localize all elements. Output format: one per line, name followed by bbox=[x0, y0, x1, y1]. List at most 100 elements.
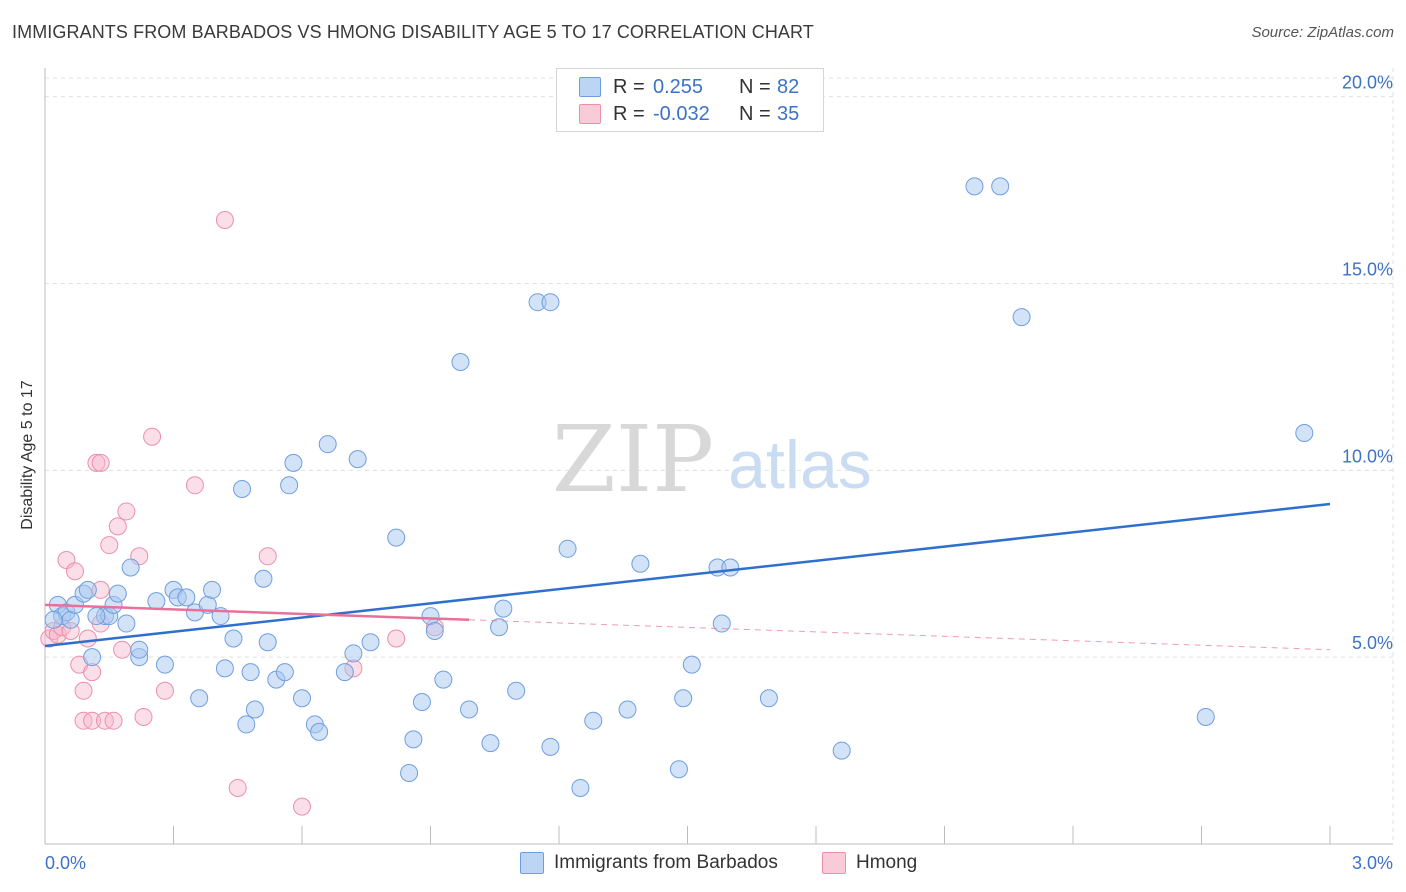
barbados-point bbox=[293, 689, 311, 708]
barbados-point bbox=[275, 663, 294, 682]
hmong-point bbox=[155, 681, 174, 700]
hmong-point bbox=[74, 681, 93, 700]
barbados-point bbox=[682, 655, 701, 674]
watermark-zip: ZIP bbox=[552, 406, 714, 513]
y-tick-label: 5.0% bbox=[1352, 633, 1393, 653]
barbados-points bbox=[44, 177, 1314, 797]
barbados-point bbox=[310, 722, 329, 741]
barbados-point bbox=[507, 681, 526, 700]
barbados-point bbox=[558, 539, 577, 558]
barbados-point bbox=[241, 663, 260, 682]
barbados-point bbox=[721, 558, 740, 577]
legend-n-label: N = bbox=[739, 75, 771, 98]
barbados-point bbox=[759, 689, 778, 708]
barbados-point bbox=[584, 711, 603, 730]
barbados-point bbox=[177, 588, 196, 607]
barbados-point bbox=[832, 741, 851, 760]
barbados-point bbox=[83, 648, 102, 667]
hmong-point bbox=[113, 640, 132, 659]
barbados-point bbox=[481, 734, 500, 753]
watermark-atlas: atlas bbox=[728, 427, 872, 503]
hmong-point bbox=[387, 629, 406, 648]
barbados-point bbox=[245, 700, 264, 719]
hmong-point bbox=[134, 707, 153, 726]
y-tick-label: 15.0% bbox=[1342, 260, 1393, 280]
legend-swatch-pink bbox=[579, 104, 601, 124]
hmong-point bbox=[65, 562, 84, 581]
barbados-point bbox=[451, 352, 470, 371]
barbados-point bbox=[224, 629, 243, 648]
hmong-point bbox=[108, 517, 127, 536]
y-tick-labels: 5.0% 10.0% 15.0% 20.0% bbox=[1342, 73, 1393, 653]
barbados-point bbox=[344, 644, 363, 663]
barbados-point bbox=[425, 622, 444, 641]
x-tick-label-max: 3.0% bbox=[1352, 853, 1393, 873]
legend-row-barbados: R = 0.255 N = 82 bbox=[579, 75, 799, 99]
legend-row-hmong: R = -0.032 N = 35 bbox=[579, 102, 799, 126]
barbados-point bbox=[108, 584, 127, 603]
legend-swatch-blue bbox=[579, 77, 601, 97]
hmong-trend-line-extension bbox=[469, 619, 1331, 651]
barbados-point bbox=[1196, 707, 1215, 726]
hmong-point bbox=[215, 210, 234, 229]
legend-r-value: -0.032 bbox=[653, 102, 710, 125]
barbados-point bbox=[674, 689, 693, 708]
barbados-point bbox=[1295, 423, 1314, 442]
legend-n-label: N = bbox=[739, 102, 771, 125]
legend-n-value: 82 bbox=[777, 75, 800, 98]
hmong-point bbox=[100, 536, 119, 555]
barbados-point bbox=[412, 693, 431, 712]
barbados-point bbox=[421, 607, 440, 626]
barbados-point bbox=[571, 778, 590, 797]
barbados-point bbox=[361, 633, 380, 652]
bottom-legend-hmong: Hmong bbox=[822, 852, 917, 874]
barbados-point bbox=[965, 177, 984, 196]
barbados-point bbox=[348, 450, 367, 469]
barbados-point bbox=[335, 663, 354, 682]
grid-lines bbox=[45, 68, 1394, 844]
bottom-legend-swatch-blue bbox=[520, 852, 544, 874]
bottom-legend-label-barbados: Immigrants from Barbados bbox=[554, 852, 778, 873]
barbados-point bbox=[61, 610, 80, 629]
barbados-point bbox=[155, 655, 174, 674]
barbados-point bbox=[237, 715, 256, 734]
axes bbox=[44, 68, 1393, 845]
barbados-point bbox=[233, 480, 252, 499]
barbados-point bbox=[404, 730, 423, 749]
barbados-point bbox=[117, 614, 136, 633]
barbados-point bbox=[400, 764, 419, 783]
barbados-point bbox=[130, 640, 149, 659]
barbados-point bbox=[284, 453, 303, 472]
barbados-trend-line bbox=[44, 502, 1331, 648]
hmong-point bbox=[185, 476, 204, 495]
hmong-point bbox=[258, 547, 277, 566]
barbados-point bbox=[460, 700, 479, 719]
barbados-point bbox=[258, 633, 277, 652]
correlation-legend: R = 0.255 N = 82 R = -0.032 N = 35 bbox=[556, 68, 824, 132]
x-tick-label-min: 0.0% bbox=[45, 853, 86, 873]
barbados-point bbox=[541, 737, 560, 756]
barbados-point bbox=[494, 599, 513, 618]
barbados-point bbox=[541, 293, 560, 312]
barbados-point bbox=[254, 569, 273, 588]
chart-title: IMMIGRANTS FROM BARBADOS VS HMONG DISABI… bbox=[12, 22, 814, 42]
hmong-point bbox=[143, 427, 162, 446]
hmong-point bbox=[228, 778, 247, 797]
barbados-point bbox=[215, 659, 234, 678]
y-tick-label: 20.0% bbox=[1342, 73, 1393, 93]
hmong-trend-line bbox=[44, 603, 470, 622]
hmong-point bbox=[117, 502, 136, 521]
barbados-point bbox=[712, 614, 731, 633]
hmong-point bbox=[104, 711, 123, 730]
hmong-point bbox=[87, 453, 106, 472]
watermark: ZIP atlas bbox=[552, 406, 872, 513]
barbados-point bbox=[78, 580, 97, 599]
barbados-point bbox=[434, 670, 453, 689]
barbados-point bbox=[87, 607, 106, 626]
bottom-legend-barbados: Immigrants from Barbados bbox=[520, 852, 778, 874]
hmong-point bbox=[91, 453, 110, 472]
barbados-point bbox=[280, 476, 299, 495]
barbados-point bbox=[490, 618, 509, 637]
y-tick-label: 10.0% bbox=[1342, 446, 1393, 466]
